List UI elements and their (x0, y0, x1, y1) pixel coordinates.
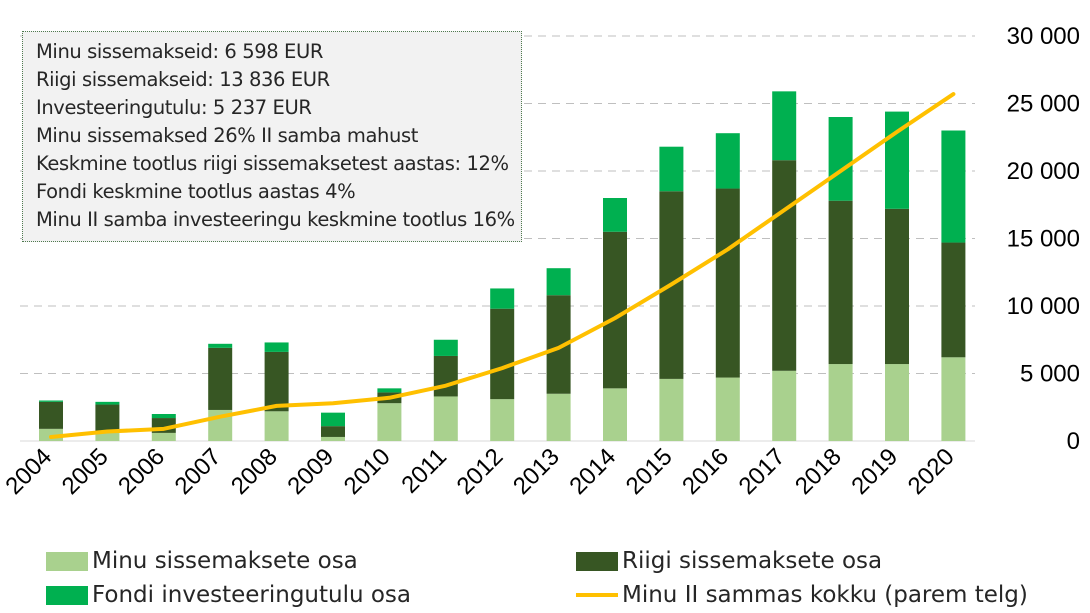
bar-my-contrib (772, 370, 797, 441)
bar-my-contrib (546, 393, 571, 441)
y-tick-label: 0 (1067, 428, 1080, 455)
x-tick-label: 2015 (621, 443, 678, 500)
bar-fund-income (39, 400, 63, 402)
bar-fund-income (603, 198, 627, 232)
x-tick-label: 2019 (846, 443, 903, 500)
bar-fund-income (433, 339, 458, 356)
bar-fund-income (151, 414, 176, 419)
y-tick-label: 15 000 (1007, 226, 1080, 253)
x-tick-label: 2006 (113, 443, 170, 500)
bar-fund-income (941, 130, 966, 243)
bar-fund-income (772, 91, 797, 161)
bar-fund-income (659, 146, 684, 192)
bar-fund-income (208, 343, 233, 348)
info-line-fund-return: Fondi keskmine tootlus aastas 4% (36, 180, 356, 203)
bar-fund-income (264, 342, 289, 352)
x-tick-label: 2011 (396, 443, 452, 499)
x-tick-label: 2005 (57, 443, 114, 500)
bar-my-contrib (715, 377, 740, 441)
y-tick-label: 10 000 (1007, 293, 1080, 320)
bar-state-contrib (603, 231, 627, 389)
x-tick-label: 2013 (508, 443, 565, 500)
bar-my-contrib (264, 411, 289, 441)
x-tick-label: 2012 (452, 443, 509, 500)
bar-my-contrib (490, 399, 515, 441)
bar-my-contrib (151, 432, 176, 441)
info-line-state-return: Keskmine tootlus riigi sissemaksetest aa… (36, 152, 509, 175)
bar-state-contrib (828, 200, 853, 365)
x-tick-label: 2018 (790, 443, 847, 500)
y-tick-label: 25 000 (1007, 91, 1080, 118)
bar-fund-income (546, 268, 571, 296)
bar-state-contrib (264, 351, 289, 412)
bar-my-contrib (603, 388, 627, 441)
bar-state-contrib (885, 208, 909, 365)
bar-fund-income (377, 388, 402, 393)
bar-state-contrib (941, 242, 966, 358)
x-tick-label: 2007 (170, 443, 227, 500)
bar-my-contrib (377, 403, 402, 441)
bar-my-contrib (433, 396, 458, 441)
bar-fund-income (490, 288, 515, 309)
info-line-investment-income: Investeeringutulu: 5 237 EUR (36, 96, 312, 119)
bar-my-contrib (659, 378, 684, 441)
bar-fund-income (828, 117, 853, 201)
bar-fund-income (321, 412, 345, 427)
info-line-my-share: Minu sissemaksed 26% II samba mahust (36, 124, 418, 147)
bar-my-contrib (95, 431, 120, 441)
x-tick-label: 2020 (903, 443, 960, 500)
bar-my-contrib (941, 357, 966, 441)
bar-state-contrib (321, 426, 345, 437)
bar-state-contrib (772, 160, 797, 371)
bar-fund-income (715, 133, 740, 189)
bar-fund-income (95, 401, 120, 405)
bar-my-contrib (885, 364, 909, 441)
bar-my-contrib (321, 436, 345, 441)
bar-state-contrib (39, 401, 63, 429)
y-tick-label: 30 000 (1007, 23, 1080, 50)
x-tick-label: 2017 (734, 443, 791, 500)
bar-my-contrib (828, 364, 853, 441)
info-line-state-contrib: Riigi sissemakseid: 13 836 EUR (36, 68, 330, 91)
line-total (49, 92, 956, 439)
info-box: Minu sissemakseid: 6 598 EUR Riigi sisse… (22, 31, 522, 242)
x-tick-label: 2016 (677, 443, 734, 500)
y-tick-label: 20 000 (1007, 158, 1080, 185)
bar-state-contrib (433, 355, 458, 397)
info-line-my-contrib: Minu sissemakseid: 6 598 EUR (36, 40, 323, 63)
bar-state-contrib (715, 188, 740, 378)
x-tick-label: 2008 (226, 443, 283, 500)
info-line-my-return: Minu II samba investeeringu keskmine too… (36, 208, 515, 231)
y-tick-label: 5 000 (1020, 361, 1080, 388)
x-tick-label: 2010 (339, 443, 396, 500)
bar-state-contrib (95, 404, 120, 432)
bar-state-contrib (208, 347, 233, 410)
x-tick-label: 2004 (0, 443, 57, 500)
x-tick-label: 2014 (564, 443, 621, 500)
x-tick-label: 2009 (282, 443, 339, 500)
bar-state-contrib (490, 308, 515, 400)
